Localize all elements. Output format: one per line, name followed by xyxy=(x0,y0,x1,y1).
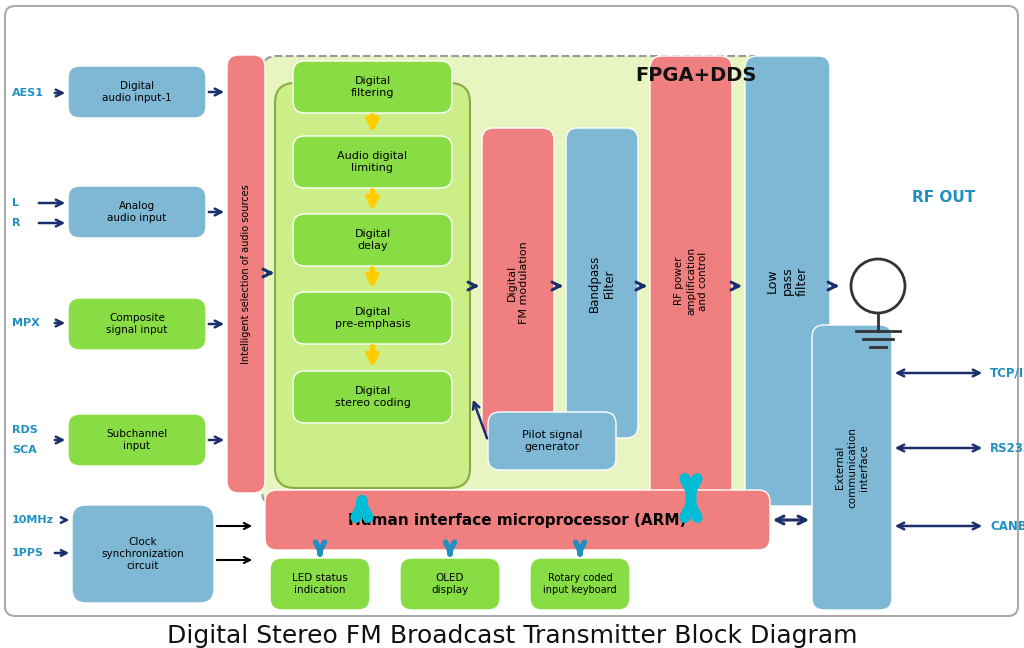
Text: Bandpass
Filter: Bandpass Filter xyxy=(588,254,616,312)
Text: R: R xyxy=(12,218,20,228)
Text: Clock
synchronization
circuit: Clock synchronization circuit xyxy=(101,537,184,571)
Text: L: L xyxy=(12,198,19,208)
FancyBboxPatch shape xyxy=(566,128,638,438)
FancyBboxPatch shape xyxy=(68,414,206,466)
FancyBboxPatch shape xyxy=(745,56,830,506)
Text: RS232: RS232 xyxy=(990,441,1024,454)
FancyBboxPatch shape xyxy=(650,56,732,506)
Text: Pilot signal
generator: Pilot signal generator xyxy=(522,430,583,452)
Text: SCA: SCA xyxy=(12,445,37,455)
FancyBboxPatch shape xyxy=(68,298,206,350)
FancyBboxPatch shape xyxy=(265,490,770,550)
Text: MPX: MPX xyxy=(12,318,40,328)
FancyBboxPatch shape xyxy=(293,61,452,113)
Text: 10MHz: 10MHz xyxy=(12,515,54,525)
FancyBboxPatch shape xyxy=(5,6,1018,616)
Text: Low
pass
filter: Low pass filter xyxy=(766,266,809,295)
Text: AES1: AES1 xyxy=(12,88,44,98)
Text: Analog
audio input: Analog audio input xyxy=(108,201,167,223)
Text: Subchannel
input: Subchannel input xyxy=(106,429,168,451)
Text: RDS: RDS xyxy=(12,425,38,435)
FancyBboxPatch shape xyxy=(68,186,206,238)
Text: Audio digital
limiting: Audio digital limiting xyxy=(338,151,408,173)
Text: Composite
signal input: Composite signal input xyxy=(106,313,168,335)
Text: External
communication
interface: External communication interface xyxy=(836,427,868,508)
FancyBboxPatch shape xyxy=(400,558,500,610)
Text: RF OUT: RF OUT xyxy=(912,191,975,205)
Text: 1PPS: 1PPS xyxy=(12,548,44,558)
FancyBboxPatch shape xyxy=(293,292,452,344)
FancyBboxPatch shape xyxy=(293,371,452,423)
Text: Digital
filtering: Digital filtering xyxy=(351,76,394,98)
Text: LED status
indication: LED status indication xyxy=(292,573,348,595)
FancyBboxPatch shape xyxy=(293,214,452,266)
FancyBboxPatch shape xyxy=(488,412,616,470)
FancyBboxPatch shape xyxy=(812,325,892,610)
Text: Digital Stereo FM Broadcast Transmitter Block Diagram: Digital Stereo FM Broadcast Transmitter … xyxy=(167,624,857,648)
FancyBboxPatch shape xyxy=(262,56,767,506)
FancyBboxPatch shape xyxy=(293,136,452,188)
FancyBboxPatch shape xyxy=(227,55,265,493)
Text: Digital
audio input-1: Digital audio input-1 xyxy=(102,81,172,103)
Text: TCP/IP: TCP/IP xyxy=(990,367,1024,380)
FancyBboxPatch shape xyxy=(482,128,554,438)
Text: Rotary coded
input keyboard: Rotary coded input keyboard xyxy=(543,573,616,595)
FancyBboxPatch shape xyxy=(72,505,214,603)
Text: Intelligent selection of audio sources: Intelligent selection of audio sources xyxy=(241,184,251,364)
FancyBboxPatch shape xyxy=(68,66,206,118)
Text: Human interface microprocessor (ARM): Human interface microprocessor (ARM) xyxy=(348,513,687,527)
Text: FPGA+DDS: FPGA+DDS xyxy=(636,66,757,85)
Text: RF power
amplification
and control: RF power amplification and control xyxy=(675,247,708,315)
Text: Digital
FM modulation: Digital FM modulation xyxy=(507,242,528,325)
Text: OLED
display: OLED display xyxy=(431,573,469,595)
FancyBboxPatch shape xyxy=(270,558,370,610)
Text: Digital
delay: Digital delay xyxy=(354,229,390,251)
FancyBboxPatch shape xyxy=(530,558,630,610)
Text: CANBUS: CANBUS xyxy=(990,520,1024,533)
Text: Digital
stereo coding: Digital stereo coding xyxy=(335,386,411,408)
Text: Digital
pre-emphasis: Digital pre-emphasis xyxy=(335,307,411,329)
FancyBboxPatch shape xyxy=(275,83,470,488)
